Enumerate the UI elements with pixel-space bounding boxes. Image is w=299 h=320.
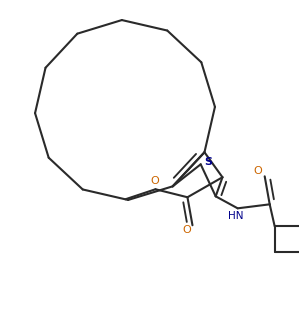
Text: O: O	[150, 176, 159, 186]
Text: O: O	[182, 225, 191, 235]
Text: HN: HN	[228, 211, 243, 221]
Text: S: S	[205, 157, 213, 167]
Text: O: O	[253, 166, 262, 176]
